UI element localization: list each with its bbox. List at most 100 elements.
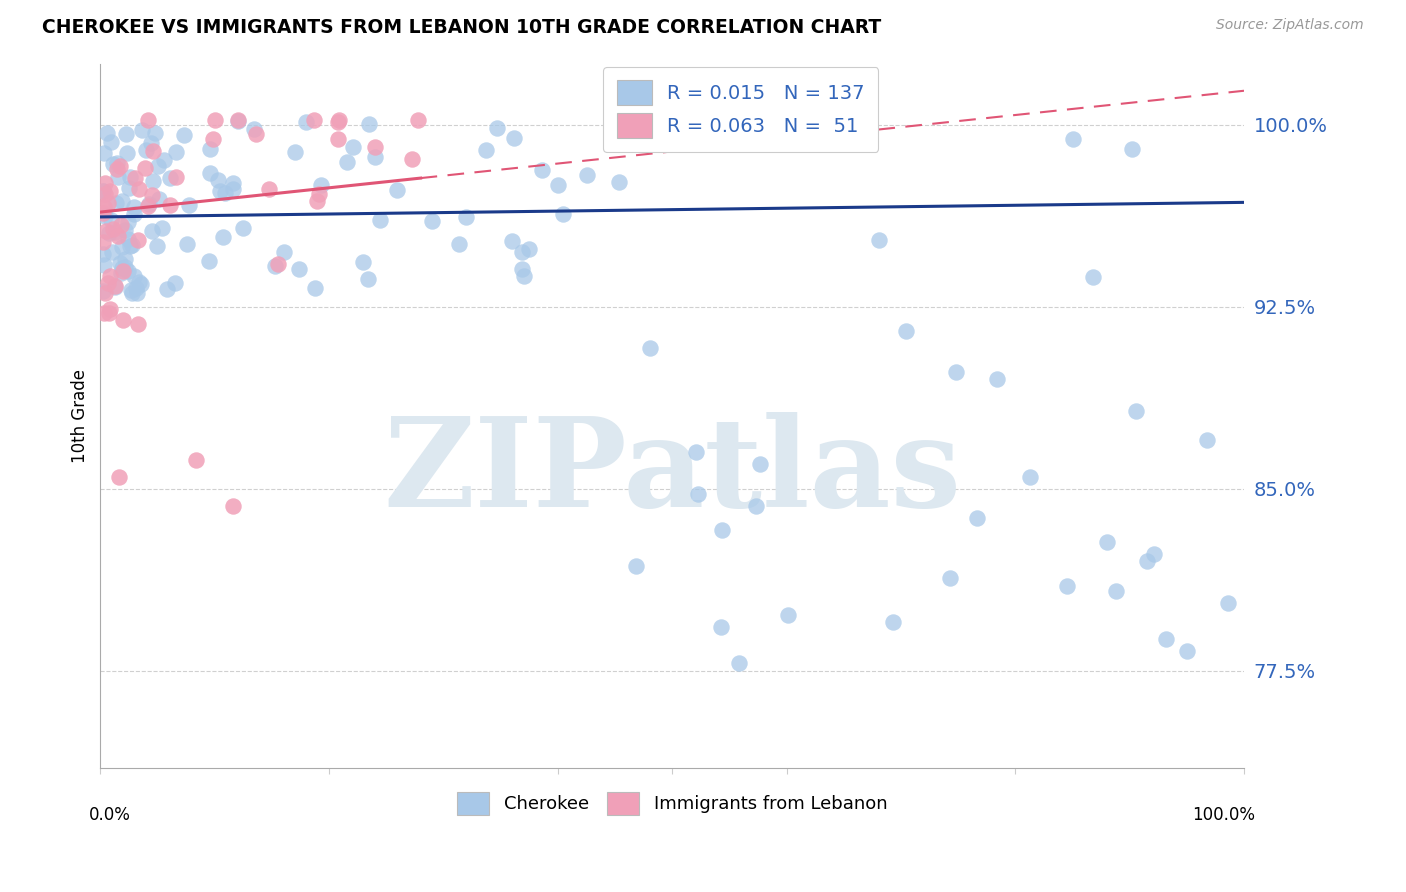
Point: [456, 210, 478, 224]
Point: [148, 159, 170, 173]
Point: [136, 112, 159, 127]
Point: [143, 127, 166, 141]
Point: [131, 123, 153, 137]
Point: [966, 510, 988, 524]
Point: [98, 268, 121, 283]
Point: [117, 264, 139, 278]
Point: [139, 136, 162, 151]
Point: [146, 239, 169, 253]
Point: [91, 247, 114, 261]
Point: [745, 499, 768, 513]
Point: [609, 175, 631, 189]
Point: [200, 166, 222, 180]
Point: [110, 218, 132, 232]
Point: [107, 229, 129, 244]
Point: [101, 245, 124, 260]
Point: [111, 240, 134, 254]
Point: [204, 112, 226, 127]
Point: [553, 207, 575, 221]
Point: [127, 233, 149, 247]
Point: [295, 115, 318, 129]
Point: [104, 279, 127, 293]
Point: [882, 615, 904, 629]
Text: CHEROKEE VS IMMIGRANTS FROM LEBANON 10TH GRADE CORRELATION CHART: CHEROKEE VS IMMIGRANTS FROM LEBANON 10TH…: [42, 18, 882, 37]
Point: [1121, 142, 1143, 156]
Point: [226, 112, 249, 127]
Point: [101, 221, 124, 235]
Point: [328, 132, 350, 146]
Point: [207, 173, 229, 187]
Point: [97, 306, 120, 320]
Point: [100, 135, 122, 149]
Point: [352, 254, 374, 268]
Point: [357, 271, 380, 285]
Point: [1083, 270, 1105, 285]
Point: [117, 232, 139, 246]
Point: [519, 243, 541, 257]
Point: [485, 120, 508, 135]
Point: [101, 157, 124, 171]
Point: [342, 139, 364, 153]
Point: [98, 302, 121, 317]
Point: [273, 245, 295, 260]
Point: [122, 268, 145, 283]
Point: [447, 237, 470, 252]
Point: [221, 499, 243, 513]
Point: [1143, 547, 1166, 561]
Point: [94, 209, 117, 223]
Point: [728, 657, 751, 671]
Point: [259, 182, 281, 196]
Point: [163, 277, 186, 291]
Point: [93, 258, 115, 272]
Point: [368, 213, 391, 227]
Point: [198, 143, 221, 157]
Point: [302, 112, 325, 127]
Point: [121, 238, 143, 252]
Point: [148, 192, 170, 206]
Point: [401, 153, 423, 167]
Point: [110, 256, 132, 270]
Point: [165, 145, 187, 159]
Point: [1156, 632, 1178, 646]
Point: [202, 131, 225, 145]
Point: [114, 127, 136, 141]
Point: [124, 170, 146, 185]
Point: [309, 178, 332, 192]
Point: [305, 194, 328, 208]
Point: [748, 458, 770, 472]
Point: [96, 126, 118, 140]
Point: [107, 469, 129, 483]
Point: [688, 486, 710, 500]
Point: [222, 177, 245, 191]
Point: [364, 140, 387, 154]
Point: [121, 286, 143, 301]
Point: [308, 186, 330, 201]
Point: [211, 229, 233, 244]
Point: [710, 620, 733, 634]
Point: [91, 184, 114, 198]
Point: [173, 128, 195, 143]
Point: [141, 188, 163, 202]
Point: [179, 198, 201, 212]
Point: [512, 269, 534, 284]
Point: [336, 154, 359, 169]
Point: [364, 150, 387, 164]
Point: [226, 114, 249, 128]
Point: [104, 195, 127, 210]
Point: [502, 131, 524, 145]
Point: [98, 184, 121, 198]
Point: [531, 163, 554, 178]
Point: [176, 237, 198, 252]
Point: [576, 168, 599, 182]
Point: [94, 285, 117, 300]
Point: [134, 161, 156, 175]
Point: [100, 213, 122, 227]
Legend: Cherokee, Immigrants from Lebanon: Cherokee, Immigrants from Lebanon: [450, 784, 894, 822]
Point: [510, 262, 533, 277]
Point: [141, 144, 163, 158]
Point: [150, 221, 173, 235]
Point: [214, 186, 236, 200]
Point: [125, 281, 148, 295]
Point: [91, 235, 114, 249]
Point: [1136, 554, 1159, 568]
